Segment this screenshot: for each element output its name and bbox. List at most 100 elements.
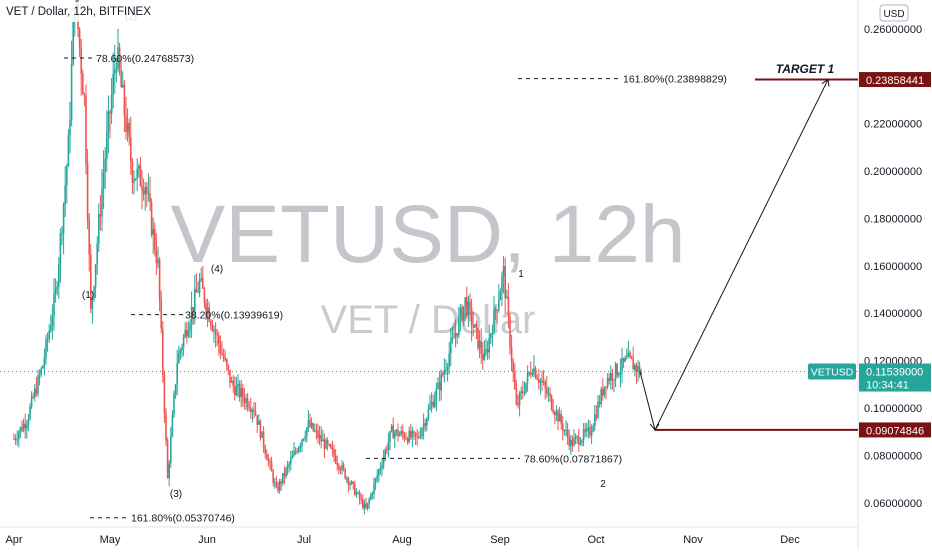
candle-body — [171, 414, 174, 437]
candle-body — [126, 122, 129, 132]
candle-body — [318, 434, 321, 438]
candle-body — [496, 310, 498, 312]
candle-body — [323, 439, 326, 449]
candle-body — [573, 438, 575, 446]
candle-body — [229, 369, 231, 383]
candle-body — [90, 254, 92, 309]
header-bg — [0, 2, 165, 22]
candle-body — [294, 451, 297, 453]
candle-body — [592, 426, 594, 432]
candle-body — [210, 321, 212, 326]
candle-body — [306, 427, 308, 437]
candle-body — [566, 429, 569, 438]
current-price-badge-text: 0.11539000 — [866, 367, 923, 379]
candle-body — [418, 436, 420, 438]
candle-body — [341, 464, 343, 471]
y-tick-label: 0.22000000 — [864, 119, 922, 131]
candle-body — [93, 286, 95, 299]
candle-body — [243, 397, 246, 403]
candle-body — [152, 229, 154, 235]
candle-body — [85, 95, 87, 165]
candle-body — [88, 219, 90, 255]
candle-body — [144, 187, 146, 195]
candle-body — [182, 336, 185, 348]
candle-body — [438, 382, 441, 391]
candle-body — [304, 436, 306, 439]
x-tick-label: Jun — [198, 534, 216, 546]
candle-body — [67, 135, 70, 167]
candle-body — [131, 161, 134, 183]
candle-body — [170, 436, 172, 464]
current-price-badge[interactable] — [859, 363, 931, 392]
candle-body — [411, 431, 414, 438]
candle-body — [338, 464, 340, 469]
candle-body — [238, 383, 241, 397]
candle-body — [363, 503, 366, 508]
candle-body — [398, 434, 401, 437]
candle-body — [35, 388, 38, 394]
candle-body — [114, 69, 116, 74]
currency-box[interactable] — [879, 4, 909, 22]
candle-body — [499, 291, 502, 301]
candle-body — [277, 486, 279, 491]
fib-level-786-bottom-label: 78.60%(0.07871867) — [524, 453, 622, 465]
candle-body — [261, 431, 263, 438]
candle-body — [13, 438, 15, 440]
candle-body — [37, 375, 39, 394]
candle-body — [555, 410, 558, 416]
candle-body — [48, 330, 50, 339]
candle-body — [242, 388, 244, 398]
price-axis-panel[interactable] — [858, 0, 932, 550]
candle-body — [440, 373, 442, 391]
y-tick-label: 0.14000000 — [864, 308, 922, 320]
candle-body — [571, 439, 574, 446]
candle-body — [357, 492, 359, 494]
candle-body — [19, 427, 22, 433]
candle-body — [424, 423, 426, 427]
candle-body — [582, 429, 585, 441]
candle-body — [275, 482, 278, 487]
candle-body — [378, 470, 380, 476]
candle-body — [558, 414, 561, 422]
candle-body — [488, 337, 490, 353]
candle-body — [194, 288, 196, 312]
candle-body — [637, 366, 639, 372]
candle-body — [386, 449, 388, 451]
candle-body — [286, 465, 289, 469]
candle-body — [26, 424, 28, 429]
candle-body — [104, 158, 106, 173]
stop-price-badge[interactable] — [859, 422, 931, 438]
candle-body — [539, 380, 542, 383]
candle-body — [285, 468, 287, 477]
candle-body — [272, 471, 274, 483]
candle-body — [174, 384, 177, 395]
candle-body — [346, 478, 348, 480]
candle-body — [347, 478, 350, 485]
candle-body — [450, 340, 452, 354]
x-tick-label: Sep — [490, 534, 510, 546]
candle-body — [629, 352, 631, 357]
candle-body — [307, 420, 310, 428]
candle-body — [112, 73, 114, 96]
wave-label: 2 — [600, 479, 606, 490]
candle-body — [552, 409, 554, 413]
candle-body — [179, 350, 182, 354]
candle-body — [216, 334, 218, 336]
candle-body — [45, 339, 47, 358]
candle-body — [480, 340, 482, 354]
candle-body — [230, 380, 233, 383]
target-price-badge[interactable] — [859, 72, 931, 88]
candle-body — [298, 447, 300, 452]
candle-body — [546, 387, 548, 394]
candle-body — [18, 432, 20, 440]
candle-body — [214, 329, 217, 335]
candle-body — [501, 276, 503, 292]
candle-body — [232, 380, 234, 387]
symbol-badge[interactable] — [808, 363, 856, 380]
candle-body — [525, 382, 527, 393]
candle-body — [274, 482, 276, 484]
candle-body — [453, 337, 455, 339]
candle-body — [208, 307, 210, 322]
